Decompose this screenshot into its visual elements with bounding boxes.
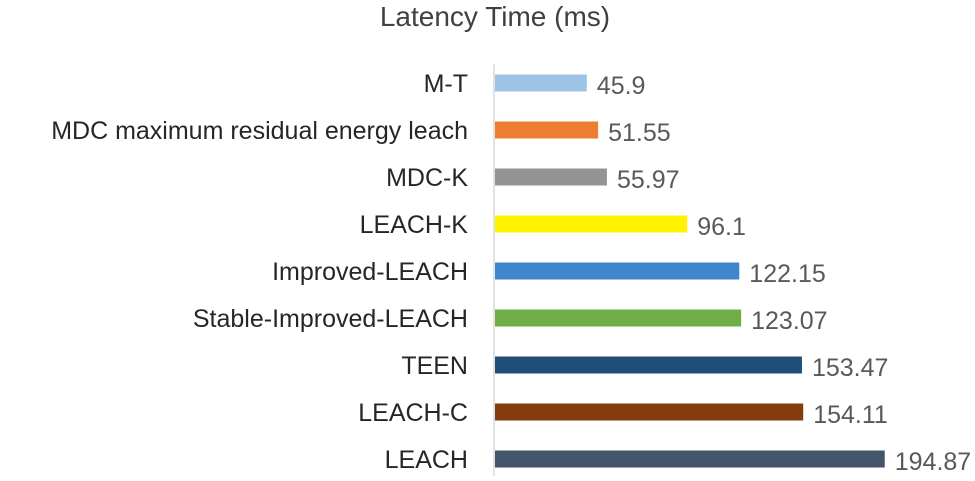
bar-leach-c xyxy=(495,403,804,421)
value-label-m-t: 45.9 xyxy=(597,72,646,100)
category-label-mdc-k: MDC-K xyxy=(386,164,468,192)
chart-title: Latency Time (ms) xyxy=(380,1,610,32)
bar-leach xyxy=(495,450,885,468)
bar-teen xyxy=(495,356,802,374)
category-label-leach: LEACH xyxy=(385,446,468,474)
bar-mdc-k xyxy=(495,168,607,186)
value-label-teen: 153.47 xyxy=(812,354,888,382)
category-label-teen: TEEN xyxy=(401,352,468,380)
value-label-mdc-maximum-residual-energy-leach: 51.55 xyxy=(608,119,671,147)
value-label-leach-k: 96.1 xyxy=(697,213,746,241)
bar-leach-k xyxy=(495,215,688,233)
bar-mdc-maximum-residual-energy-leach xyxy=(495,121,599,139)
bars-group: M-T 45.9 MDC maximum residual energy leach… xyxy=(51,70,971,476)
bar-stable-improved-leach xyxy=(495,309,742,327)
category-label-improved-leach: Improved-LEACH xyxy=(272,258,468,286)
bar-m-t xyxy=(495,74,587,92)
category-label-leach-c: LEACH-C xyxy=(358,399,468,427)
value-label-leach: 194.87 xyxy=(895,448,971,476)
bar-improved-leach xyxy=(495,262,740,280)
value-label-leach-c: 154.11 xyxy=(813,401,888,429)
value-label-mdc-k: 55.97 xyxy=(617,166,680,194)
category-label-m-t: M-T xyxy=(424,70,468,98)
category-label-leach-k: LEACH-K xyxy=(360,211,469,239)
category-label-mdc-maximum-residual-energy-leach: MDC maximum residual energy leach xyxy=(51,117,468,145)
category-label-stable-improved-leach: Stable-Improved-LEACH xyxy=(193,305,468,333)
value-label-stable-improved-leach: 123.07 xyxy=(751,307,827,335)
value-label-improved-leach: 122.15 xyxy=(749,260,825,288)
